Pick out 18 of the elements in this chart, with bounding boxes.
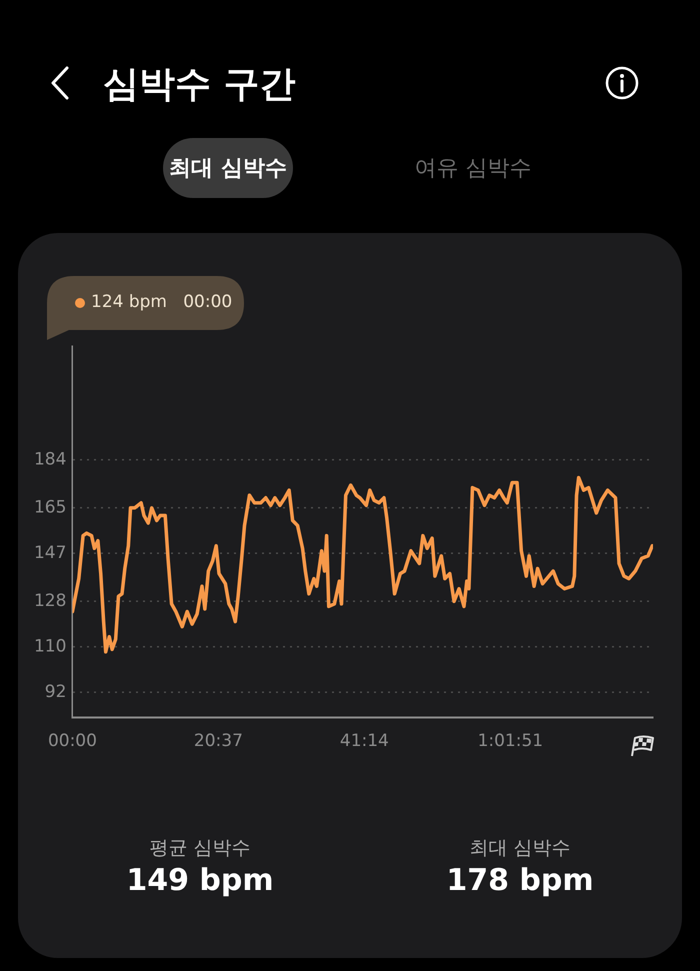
text: 124 bpm 00:00 [91, 292, 232, 312]
y-tick-label: 165 [34, 497, 66, 518]
text: 최대 심박수 [169, 155, 287, 183]
text: 178 bpm [446, 863, 594, 898]
text: 여유 심박수 [414, 155, 532, 183]
y-tick-label: 147 [34, 542, 66, 563]
y-tick-label: 110 [34, 636, 66, 656]
x-tick-label: 00:00 [48, 731, 97, 752]
x-tick-label: 1:01:51 [478, 731, 544, 752]
y-tick-label: 92 [44, 682, 66, 702]
x-tick-label: 41:14 [340, 731, 389, 752]
text: 최대 심박수 [469, 837, 571, 859]
text: 149 bpm [126, 863, 274, 898]
x-tick-label: 20:37 [194, 731, 243, 752]
text: 평균 심박수 [149, 837, 251, 859]
y-tick-label: 128 [34, 590, 66, 611]
chart-title: 심박수 구간 [103, 63, 296, 107]
y-tick-label: 184 [34, 449, 66, 470]
